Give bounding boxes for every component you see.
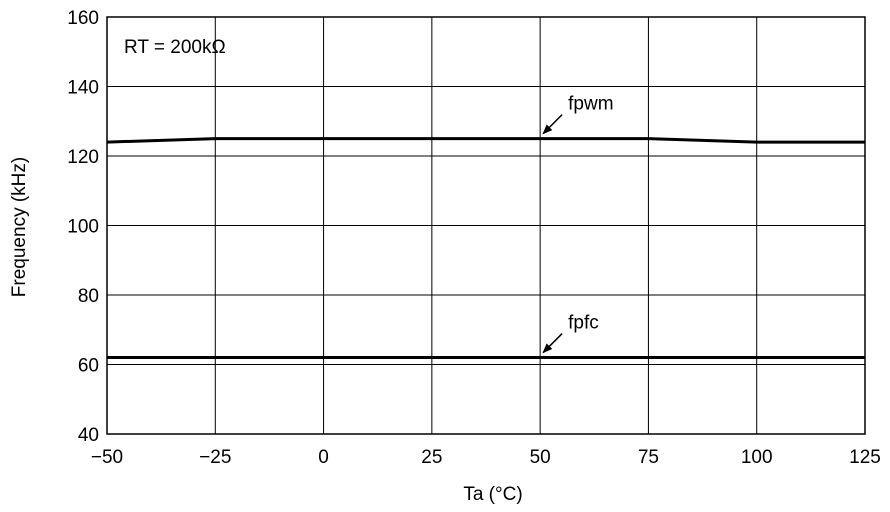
annotation-arrow-fpfc [543, 334, 562, 353]
x-tick-label: 100 [741, 447, 773, 468]
y-tick-labels: 40 60 80 100 120 140 160 [67, 8, 99, 446]
x-tick-label: 25 [421, 447, 442, 468]
y-tick-label: 100 [67, 217, 99, 238]
condition-label: RT = 200kΩ [124, 37, 226, 58]
x-tick-label: 75 [638, 447, 659, 468]
annotation-label-fpwm: fpwm [568, 94, 613, 115]
x-tick-label: 0 [318, 447, 329, 468]
y-tick-label: 120 [67, 147, 99, 168]
x-tick-label: 125 [849, 447, 881, 468]
x-axis-title: Ta (°C) [463, 484, 522, 505]
series-annotations: fpwm fpfc [543, 94, 613, 353]
series-line-fpwm [107, 139, 865, 142]
grid-lines [107, 17, 865, 434]
y-tick-label: 80 [78, 286, 99, 307]
y-tick-label: 40 [78, 425, 99, 446]
y-tick-label: 60 [78, 356, 99, 377]
y-tick-label: 160 [67, 8, 99, 29]
x-tick-label: −50 [91, 447, 123, 468]
x-tick-label: 50 [530, 447, 551, 468]
y-axis-title: Frequency (kHz) [9, 157, 30, 297]
x-tick-labels: −50 −25 0 25 50 75 100 125 [91, 447, 881, 468]
annotation-label-fpfc: fpfc [568, 313, 599, 334]
y-tick-label: 140 [67, 78, 99, 99]
annotation-arrow-fpwm [543, 115, 562, 134]
series-lines [107, 139, 865, 358]
x-tick-label: −25 [199, 447, 231, 468]
